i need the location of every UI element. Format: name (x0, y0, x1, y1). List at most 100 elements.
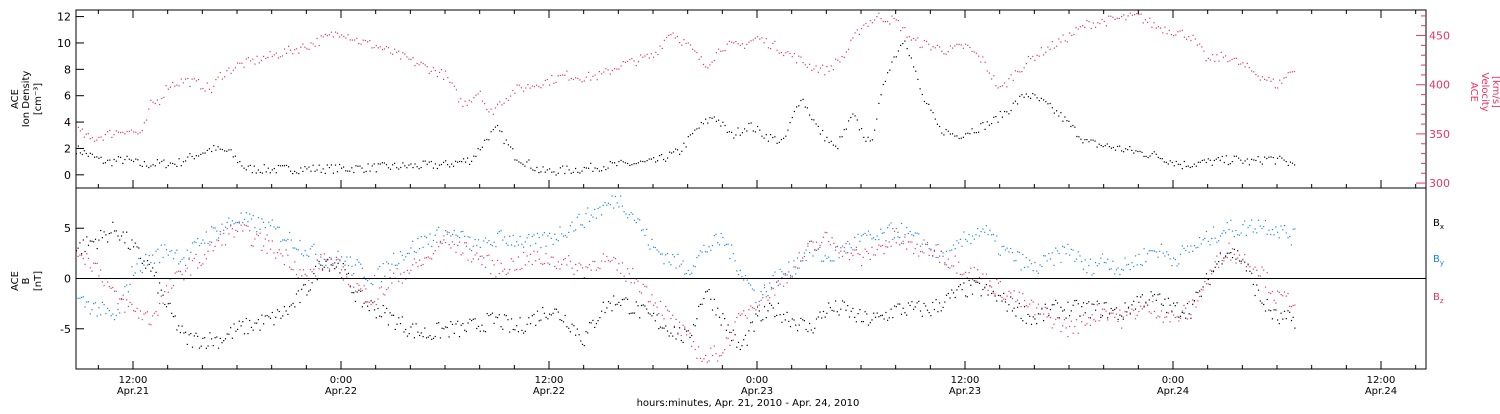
velocity-point (921, 46, 923, 48)
field-point-bx (285, 310, 287, 312)
field-point-bx (1270, 310, 1272, 312)
field-point-bx (602, 301, 604, 303)
field-point-by (1025, 257, 1027, 259)
field-point-bx (335, 266, 337, 268)
field-point-bx (453, 332, 455, 334)
field-point-bz (490, 273, 492, 275)
velocity-point (962, 47, 964, 49)
field-point-bz (266, 252, 268, 254)
density-point (594, 167, 596, 169)
density-point (226, 150, 228, 152)
field-point-bz (748, 309, 750, 311)
x-tick-date-label: Apr.21 (117, 386, 149, 397)
density-point (553, 171, 555, 173)
field-point-by (209, 241, 211, 243)
velocity-point (424, 64, 426, 66)
velocity-point (1190, 39, 1192, 42)
field-point-bx (639, 317, 641, 319)
field-point-by (1062, 245, 1064, 247)
density-point (583, 166, 585, 169)
field-point-bx (238, 320, 240, 322)
velocity-point (575, 77, 577, 79)
field-point-by (419, 248, 421, 250)
field-point-bx (510, 318, 513, 320)
velocity-point (189, 85, 191, 87)
field-point-bx (796, 330, 799, 332)
field-point-bz (1117, 320, 1119, 323)
density-point (973, 132, 975, 134)
density-point (761, 135, 763, 137)
field-point-bx (973, 280, 975, 282)
field-point-bx (1294, 327, 1296, 329)
density-point (1034, 94, 1036, 96)
velocity-point (492, 113, 494, 115)
field-point-by (576, 216, 578, 218)
density-panel-frame (75, 9, 1427, 189)
field-point-bz (653, 304, 655, 306)
field-point-bz (1247, 263, 1249, 265)
velocity-point (1077, 28, 1079, 30)
field-point-by (1169, 258, 1171, 260)
field-point-by (373, 275, 376, 277)
velocity-point (494, 107, 496, 109)
field-point-by (1240, 232, 1242, 234)
field-point-bx (873, 312, 875, 314)
velocity-point (585, 76, 587, 78)
field-point-bx (483, 330, 485, 332)
field-point-by (327, 267, 329, 269)
velocity-point (919, 46, 921, 49)
velocity-point (640, 54, 642, 56)
field-point-by (224, 226, 227, 228)
field-point-by (86, 301, 88, 303)
field-point-bz (762, 297, 764, 299)
field-point-by (98, 307, 100, 309)
field-point-by (1122, 269, 1124, 271)
field-point-bz (992, 292, 994, 294)
field-point-by (840, 247, 842, 249)
field-point-bx (601, 310, 603, 312)
field-point-bz (1089, 324, 1091, 326)
velocity-point (273, 54, 275, 56)
field-point-bx (1067, 301, 1069, 303)
field-point-by (1072, 249, 1074, 251)
field-point-bz (1244, 254, 1246, 256)
field-point-bx (1183, 312, 1185, 314)
field-point-bz (1088, 317, 1090, 319)
field-point-bz (259, 232, 261, 234)
velocity-point (1192, 34, 1194, 36)
field-point-bz (861, 265, 863, 267)
field-point-bx (985, 284, 987, 286)
velocity-point (507, 99, 509, 101)
density-point (148, 167, 150, 169)
field-point-by (136, 263, 138, 265)
density-point (1066, 120, 1068, 122)
velocity-point (932, 46, 934, 48)
field-point-bx (732, 329, 734, 331)
velocity-point (533, 86, 535, 88)
field-point-bz (663, 318, 665, 320)
density-point (1163, 161, 1165, 163)
density-point (198, 155, 200, 157)
density-point (486, 138, 488, 141)
field-point-by (1063, 246, 1065, 248)
field-point-by (724, 244, 726, 247)
velocity-point (850, 39, 852, 41)
field-point-by (252, 215, 254, 217)
field-point-by (883, 232, 885, 234)
density-point (79, 152, 81, 154)
velocity-point (115, 130, 117, 132)
field-point-bz (1173, 314, 1175, 316)
field-point-bx (313, 273, 315, 275)
field-point-bz (566, 264, 568, 266)
field-point-bz (361, 290, 363, 292)
field-point-bz (772, 287, 774, 289)
field-point-by (597, 207, 599, 210)
density-point (530, 167, 532, 169)
velocity-point (1073, 33, 1075, 36)
field-point-bz (734, 321, 736, 323)
density-point (1155, 153, 1157, 155)
field-point-bz (561, 263, 563, 265)
velocity-point (926, 40, 928, 42)
velocity-point (322, 36, 324, 38)
field-point-bx (970, 284, 972, 286)
